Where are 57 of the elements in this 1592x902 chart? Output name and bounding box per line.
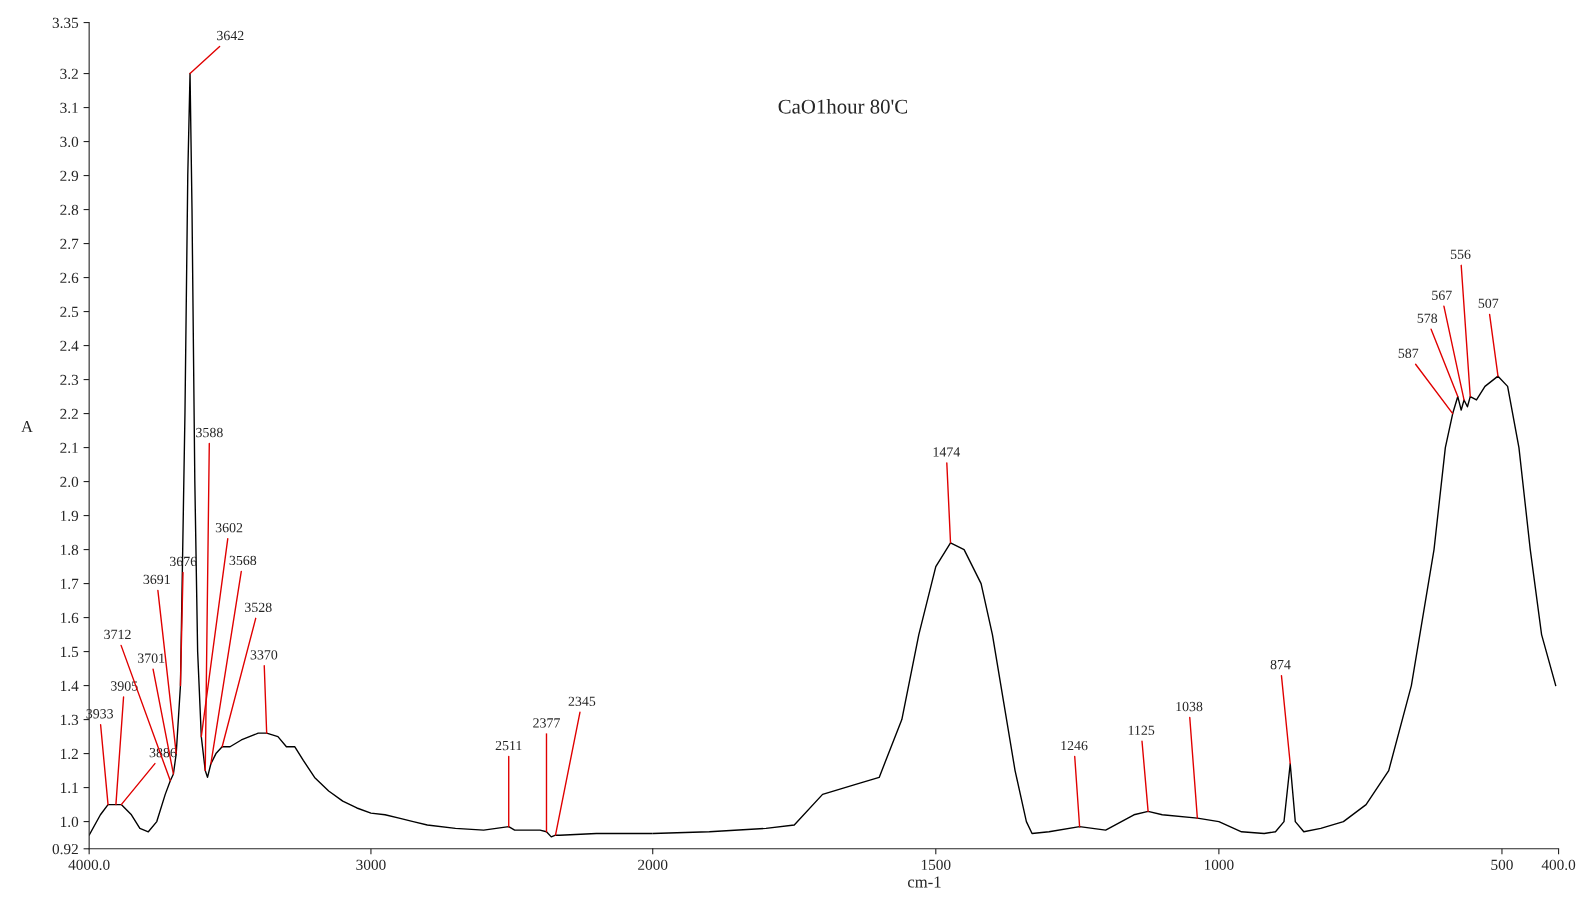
annotation: 507 bbox=[1478, 298, 1499, 309]
annotation: 567 bbox=[1432, 290, 1452, 300]
y-tick-label: 1.0 bbox=[60, 816, 79, 828]
x-axis-title: cm-1 bbox=[907, 876, 941, 888]
y-tick-label: 2.4 bbox=[60, 340, 79, 352]
annotation: 3602 bbox=[215, 522, 243, 533]
annotation: 578 bbox=[1417, 313, 1438, 323]
annotation: 2511 bbox=[495, 740, 522, 751]
annotation: CaO1hour 80'C bbox=[778, 98, 908, 114]
x-tick-label: 3000 bbox=[356, 859, 386, 870]
y-tick-label: 1.4 bbox=[60, 680, 79, 692]
annotation: 3588 bbox=[196, 427, 223, 438]
y-tick-label: 1.2 bbox=[60, 748, 78, 760]
annotation: 3691 bbox=[143, 574, 170, 585]
y-axis-title: A bbox=[21, 421, 33, 433]
annotation: 874 bbox=[1270, 659, 1291, 670]
y-tick-label: 1.7 bbox=[60, 578, 79, 590]
annotation: 1474 bbox=[933, 447, 961, 457]
annotation: 3701 bbox=[137, 653, 165, 663]
y-tick-label: 1.5 bbox=[60, 646, 79, 658]
annotation: 3528 bbox=[245, 602, 272, 613]
y-tick-label: 0.92 bbox=[52, 843, 78, 855]
y-tick-label: 3.0 bbox=[60, 136, 79, 148]
y-tick-label: 3.1 bbox=[60, 102, 78, 114]
x-tick-label: 1000 bbox=[1204, 859, 1234, 870]
annotation: 1038 bbox=[1176, 701, 1203, 712]
annotation: 2377 bbox=[533, 718, 560, 728]
annotation: 1246 bbox=[1061, 740, 1088, 751]
y-tick-label: 2.0 bbox=[60, 476, 79, 488]
y-tick-label: 1.6 bbox=[60, 612, 79, 624]
y-tick-label: 1.8 bbox=[60, 544, 79, 556]
annotation: 3370 bbox=[250, 650, 278, 660]
y-tick-label: 2.7 bbox=[60, 238, 79, 250]
annotation: 2345 bbox=[568, 696, 596, 706]
x-tick-label: 2000 bbox=[638, 859, 668, 870]
y-tick-label: 3.35 bbox=[52, 17, 79, 29]
annotation: 3568 bbox=[229, 555, 257, 566]
y-tick-label: 2.9 bbox=[60, 170, 79, 182]
x-tick-label: 500 bbox=[1491, 859, 1513, 870]
x-tick-label: 400.0 bbox=[1541, 859, 1576, 871]
y-tick-label: 2.1 bbox=[60, 442, 78, 454]
annotation: 1125 bbox=[1128, 725, 1155, 735]
y-tick-label: 2.6 bbox=[60, 272, 79, 284]
y-tick-label: 1.3 bbox=[60, 714, 79, 726]
y-tick-label: 2.5 bbox=[60, 306, 79, 318]
annotation: 3642 bbox=[217, 30, 244, 41]
y-tick-label: 2.3 bbox=[60, 374, 79, 386]
y-tick-label: 2.2 bbox=[60, 408, 78, 420]
y-tick-label: 1.1 bbox=[60, 782, 78, 794]
y-tick-label: 1.9 bbox=[60, 510, 79, 522]
y-tick-label: 3.2 bbox=[60, 68, 78, 80]
annotation: 556 bbox=[1450, 249, 1471, 260]
x-tick-label: 1500 bbox=[921, 859, 951, 870]
annotation: 587 bbox=[1398, 348, 1419, 358]
y-tick-label: 2.8 bbox=[60, 204, 79, 216]
x-tick-label: 4000.0 bbox=[68, 859, 110, 871]
annotation: 3712 bbox=[104, 629, 131, 640]
